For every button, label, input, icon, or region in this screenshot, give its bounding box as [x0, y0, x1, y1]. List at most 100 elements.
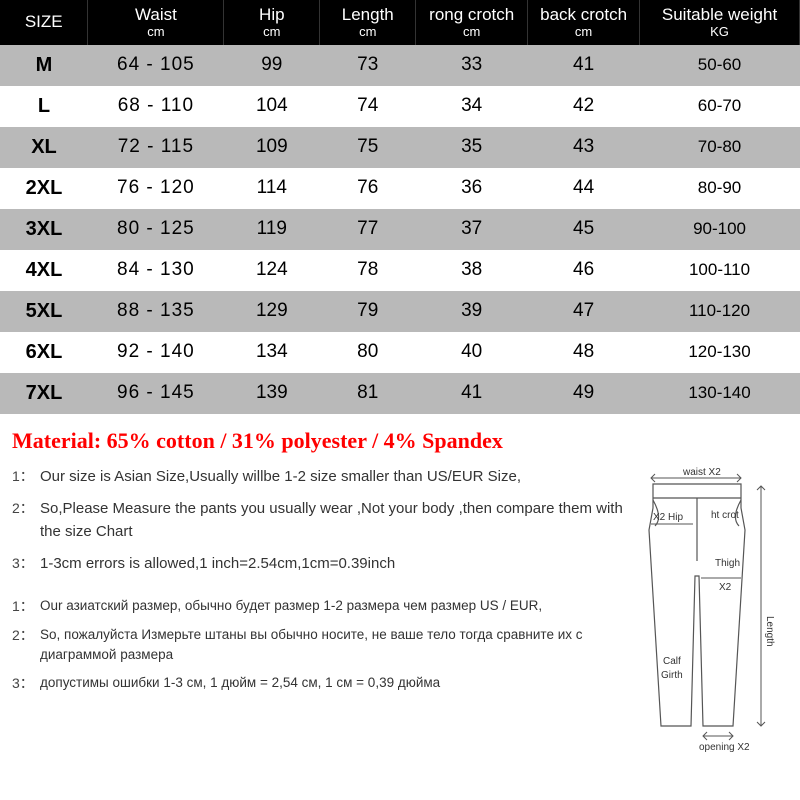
table-cell: 80: [320, 332, 416, 373]
table-cell: 33: [416, 45, 528, 86]
table-cell: 99: [224, 45, 320, 86]
table-row: 6XL92 - 140134804048120-130: [0, 332, 800, 373]
note-text: Our азиатский размер, обычно будет разме…: [40, 596, 625, 617]
note-row: 3：допустимы ошибки 1-3 см, 1 дюйм = 2,54…: [12, 673, 625, 694]
note-row: 2：So, пожалуйста Измерьте штаны вы обычн…: [12, 625, 625, 666]
table-cell: 49: [528, 373, 640, 414]
table-cell: 80-90: [640, 168, 800, 209]
table-cell: 73: [320, 45, 416, 86]
table-cell: 104: [224, 86, 320, 127]
note-text: Our size is Asian Size,Usually willbe 1-…: [40, 466, 625, 489]
note-text: допустимы ошибки 1-3 см, 1 дюйм = 2,54 с…: [40, 673, 625, 694]
table-header-row: SIZE Waistcm Hipcm Lengthcm rong crotchc…: [0, 0, 800, 45]
table-cell: 100-110: [640, 250, 800, 291]
table-cell: 5XL: [0, 291, 88, 332]
table-cell: 45: [528, 209, 640, 250]
table-cell: 37: [416, 209, 528, 250]
table-cell: 80 - 125: [88, 209, 224, 250]
table-cell: 35: [416, 127, 528, 168]
note-number: 1：: [12, 466, 40, 489]
table-cell: 44: [528, 168, 640, 209]
table-cell: 42: [528, 86, 640, 127]
diagram-label-girth: Girth: [661, 670, 683, 681]
table-cell: 114: [224, 168, 320, 209]
diagram-label-length: Length: [764, 616, 775, 647]
note-number: 2：: [12, 498, 40, 543]
table-cell: 4XL: [0, 250, 88, 291]
table-body: M64 - 1059973334150-60L68 - 110104743442…: [0, 45, 800, 414]
size-chart-table: SIZE Waistcm Hipcm Lengthcm rong crotchc…: [0, 0, 800, 414]
diagram-label-thigh-x2: X2: [719, 582, 732, 593]
table-cell: 48: [528, 332, 640, 373]
table-row: 2XL76 - 12011476364480-90: [0, 168, 800, 209]
table-cell: 6XL: [0, 332, 88, 373]
note-number: 1：: [12, 596, 40, 617]
table-cell: 96 - 145: [88, 373, 224, 414]
table-cell: 79: [320, 291, 416, 332]
table-cell: 76 - 120: [88, 168, 224, 209]
diagram-label-crotch: ht crot: [711, 510, 739, 521]
table-cell: 124: [224, 250, 320, 291]
note-text: 1-3cm errors is allowed,1 inch=2.54cm,1c…: [40, 553, 625, 576]
table-row: 3XL80 - 12511977374590-100: [0, 209, 800, 250]
table-cell: 119: [224, 209, 320, 250]
table-cell: 77: [320, 209, 416, 250]
diagram-label-waist: waist X2: [682, 467, 721, 478]
table-cell: 78: [320, 250, 416, 291]
table-cell: 47: [528, 291, 640, 332]
note-number: 2：: [12, 625, 40, 666]
table-row: 7XL96 - 145139814149130-140: [0, 373, 800, 414]
table-cell: 130-140: [640, 373, 800, 414]
table-cell: 109: [224, 127, 320, 168]
table-cell: 92 - 140: [88, 332, 224, 373]
table-cell: 2XL: [0, 168, 88, 209]
note-number: 3：: [12, 673, 40, 694]
note-text: So, пожалуйста Измерьте штаны вы обычно …: [40, 625, 625, 666]
table-cell: 36: [416, 168, 528, 209]
table-cell: 88 - 135: [88, 291, 224, 332]
table-cell: 75: [320, 127, 416, 168]
table-row: 5XL88 - 135129793947110-120: [0, 291, 800, 332]
diagram-label-opening: opening X2: [699, 742, 750, 753]
table-cell: 134: [224, 332, 320, 373]
pants-diagram-svg: waist X2 X2 Hip ht crot Thigh X2 Calf Gi…: [633, 466, 788, 756]
table-cell: 60-70: [640, 86, 800, 127]
table-cell: 90-100: [640, 209, 800, 250]
col-header-length: Lengthcm: [320, 0, 416, 45]
table-row: M64 - 1059973334150-60: [0, 45, 800, 86]
col-header-back: back crotchcm: [528, 0, 640, 45]
diagram-label-hip: X2 Hip: [653, 512, 683, 523]
table-cell: 41: [528, 45, 640, 86]
table-cell: 34: [416, 86, 528, 127]
col-header-hip: Hipcm: [224, 0, 320, 45]
note-row: 3：1-3cm errors is allowed,1 inch=2.54cm,…: [12, 553, 625, 576]
table-cell: 43: [528, 127, 640, 168]
diagram-label-calf: Calf: [663, 656, 681, 667]
table-cell: L: [0, 86, 88, 127]
table-cell: 3XL: [0, 209, 88, 250]
table-cell: 74: [320, 86, 416, 127]
table-cell: 46: [528, 250, 640, 291]
table-cell: 64 - 105: [88, 45, 224, 86]
table-row: XL72 - 11510975354370-80: [0, 127, 800, 168]
table-cell: 41: [416, 373, 528, 414]
material-text: Material: 65% cotton / 31% polyester / 4…: [0, 414, 800, 462]
table-cell: 81: [320, 373, 416, 414]
note-text: So,Please Measure the pants you usually …: [40, 498, 625, 543]
pants-diagram: waist X2 X2 Hip ht crot Thigh X2 Calf Gi…: [633, 466, 788, 756]
table-cell: 120-130: [640, 332, 800, 373]
table-cell: 70-80: [640, 127, 800, 168]
table-cell: 38: [416, 250, 528, 291]
table-cell: 40: [416, 332, 528, 373]
note-number: 3：: [12, 553, 40, 576]
col-header-weight: Suitable weightKG: [640, 0, 800, 45]
col-header-waist: Waistcm: [88, 0, 224, 45]
table-cell: 68 - 110: [88, 86, 224, 127]
table-cell: 76: [320, 168, 416, 209]
table-cell: 139: [224, 373, 320, 414]
col-header-size: SIZE: [0, 0, 88, 45]
note-row: 2：So,Please Measure the pants you usuall…: [12, 498, 625, 543]
table-cell: XL: [0, 127, 88, 168]
table-cell: 50-60: [640, 45, 800, 86]
table-cell: 39: [416, 291, 528, 332]
